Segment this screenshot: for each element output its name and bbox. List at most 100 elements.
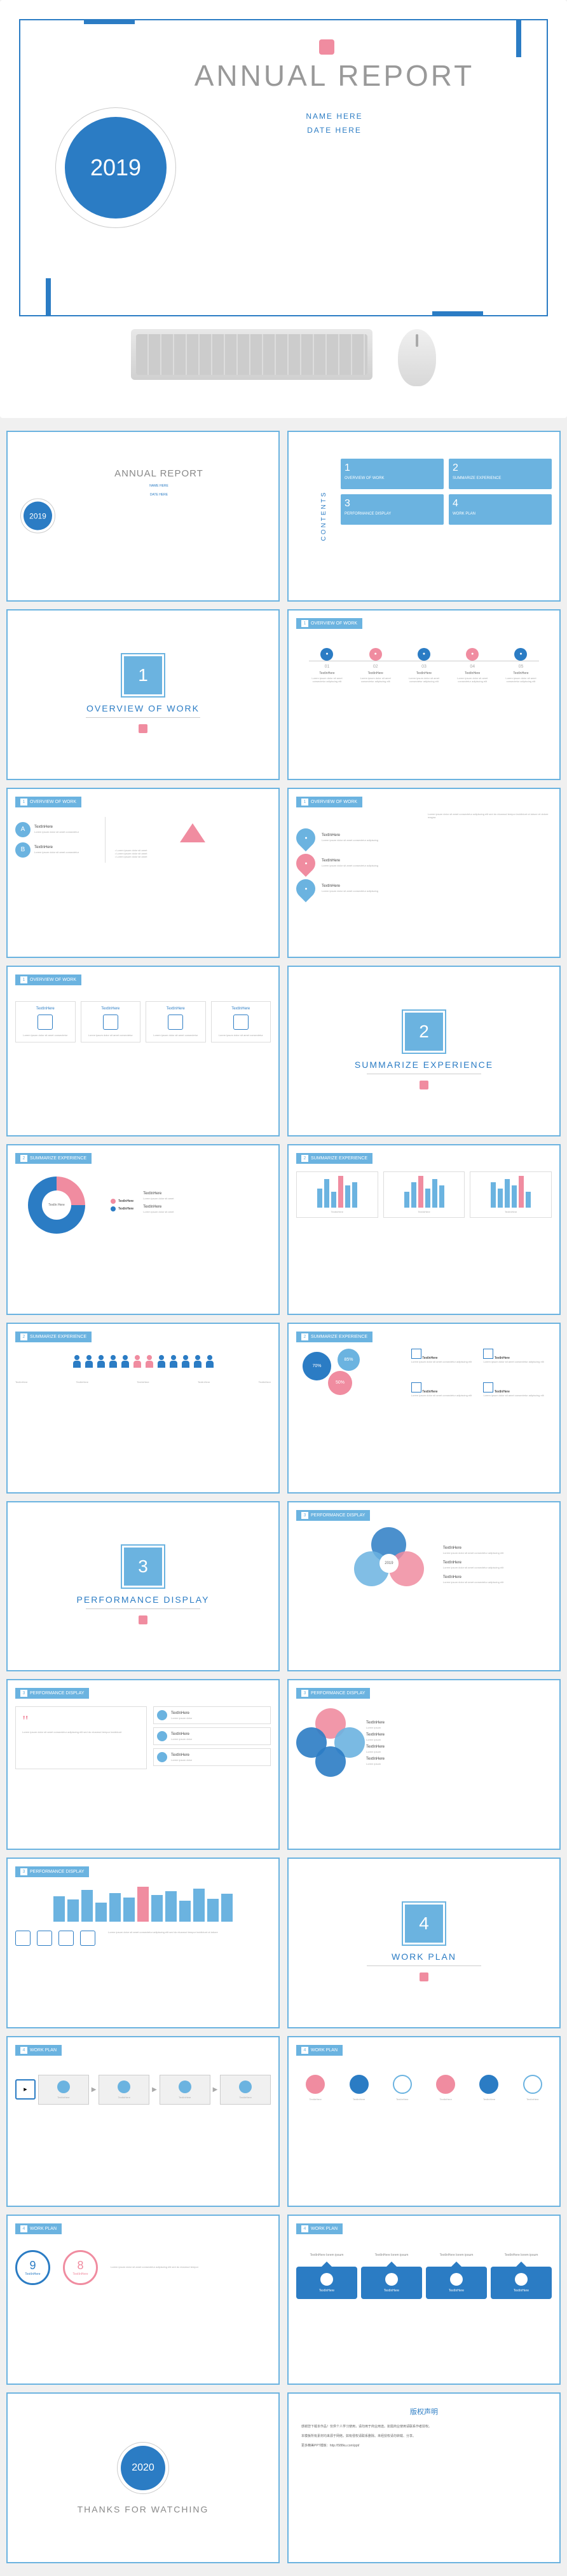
column-icon <box>38 1015 53 1030</box>
slide-header: SUMMARIZE EXPERIENCE <box>15 1153 92 1164</box>
hero-slide: 2019 ANNUAL REPORT NAME HERE DATE HERE <box>19 19 548 316</box>
slide-gears: SUMMARIZE EXPERIENCE 70% 50% 85% TextInH… <box>287 1323 561 1494</box>
quote-item: TextInHereLorem ipsum dolor <box>153 1748 271 1766</box>
slide-header: SUMMARIZE EXPERIENCE <box>15 1332 92 1342</box>
flow-box: TextInHere <box>38 2075 89 2105</box>
circles-desc: Lorem ipsum dolor sit amet consectetur a… <box>111 2265 271 2269</box>
arrow-icon <box>386 2262 397 2267</box>
legend-item: TextInHere <box>111 1206 133 1211</box>
bar <box>439 1185 444 1208</box>
person-icon <box>72 1355 82 1368</box>
wp-box: TextInHere <box>426 2267 487 2299</box>
drop-item: ●TextInHereLorem ipsum dolor sit amet co… <box>296 854 420 873</box>
bar <box>53 1896 65 1922</box>
slide-wpboxes: WORK PLAN TextInHere lorem ipsumTextInHe… <box>287 2215 561 2385</box>
drop-item: ●TextInHereLorem ipsum dolor sit amet co… <box>296 879 420 898</box>
slide-flow: WORK PLAN ▶ TextInHere▶TextInHere▶TextIn… <box>6 2036 280 2207</box>
hero-date: DATE HERE <box>147 126 521 135</box>
timeline-item: ●05TextInHereLorem ipsum dolor sit amet … <box>500 648 542 683</box>
section-title: OVERVIEW OF WORK <box>86 703 200 713</box>
stat-circle: 8TextInHere <box>63 2250 98 2285</box>
flow-box: TextInHere <box>220 2075 271 2105</box>
bar <box>345 1185 350 1208</box>
venn-label: TextInHereLorem ipsum dolor sit amet con… <box>443 1561 503 1569</box>
bar <box>512 1185 517 1208</box>
corner-decoration <box>46 278 51 316</box>
donut-side-item: TextInHereLorem ipsum dolor sit amet <box>143 1205 271 1213</box>
content-box: 4WORK PLAN <box>449 494 552 525</box>
quote-item-icon <box>157 1752 167 1762</box>
hex-icon <box>523 2075 542 2094</box>
hex-icon <box>436 2075 455 2094</box>
wp-box: TextInHere <box>491 2267 552 2299</box>
person-icon <box>132 1355 142 1368</box>
gear-item: TextInHereLorem ipsum dolor sit amet con… <box>411 1349 480 1379</box>
slide-header: WORK PLAN <box>15 2223 62 2234</box>
quote-mark-icon: " <box>22 1713 140 1730</box>
gears-diagram: 70% 50% 85% <box>296 1349 411 1412</box>
bullet-item: • Lorem ipsum dolor sit amet <box>115 855 271 858</box>
quote-text: Lorem ipsum dolor sit amet consectetur a… <box>22 1730 140 1734</box>
person-icon <box>96 1355 106 1368</box>
section-title: WORK PLAN <box>392 1952 456 1962</box>
wp-box: TextInHere <box>361 2267 422 2299</box>
people-label: TextInHere <box>259 1380 271 1384</box>
hex-icon <box>306 2075 325 2094</box>
stat-circle: 9TextInHere <box>15 2250 50 2285</box>
timeline-item: ●03TextInHereLorem ipsum dolor sit amet … <box>403 648 446 683</box>
badge-a: A <box>15 822 31 837</box>
flow-box: TextInHere <box>160 2075 210 2105</box>
gear-item-icon <box>411 1382 421 1393</box>
slide-date: DATE HERE <box>47 493 271 497</box>
person-icon <box>84 1355 94 1368</box>
bar-chart: TextInHere <box>383 1171 465 1218</box>
wp-icon <box>450 2273 463 2286</box>
copyright-title: 版权声明 <box>301 2406 547 2417</box>
hex-item: TextInHere <box>296 2075 334 2101</box>
slide-title-text: ANNUAL REPORT <box>47 468 271 479</box>
quote-box: " Lorem ipsum dolor sit amet consectetur… <box>15 1706 147 1769</box>
gear-item-icon <box>483 1382 493 1393</box>
slide-copyright: 版权声明 感谢您下载本作品！仅供个人学习使用，请勿用于商业用途。如需商业使用请联… <box>287 2392 561 2563</box>
timeline-item: ●04TextInHereLorem ipsum dolor sit amet … <box>451 648 494 683</box>
venn-label: TextInHereLorem ipsum dolor sit amet con… <box>443 1575 503 1584</box>
slide-fourcols: OVERVIEW OF WORK TextInHereLorem ipsum d… <box>6 966 280 1136</box>
slide-people: SUMMARIZE EXPERIENCE TextInHere TextInHer… <box>6 1323 280 1494</box>
feature-icon <box>15 1931 31 1946</box>
flow-icon <box>239 2080 252 2093</box>
corner-decoration <box>432 311 483 316</box>
slide-contents: CONTENTS 1OVERVIEW OF WORK2SUMMARIZE EXP… <box>287 431 561 602</box>
section-number: 3 <box>124 1548 162 1586</box>
wp-label: TextInHere lorem ipsum <box>491 2253 552 2257</box>
flow-icon <box>179 2080 191 2093</box>
venn4-item: TextInHereLorem ipsum <box>366 1745 552 1753</box>
column-icon <box>233 1015 249 1030</box>
slide-section-1: 1 OVERVIEW OF WORK <box>6 609 280 780</box>
wp-icon <box>320 2273 333 2286</box>
person-icon <box>120 1355 130 1368</box>
quote-item-icon <box>157 1731 167 1741</box>
wp-box: TextInHere <box>296 2267 357 2299</box>
final-text: THANKS FOR WATCHING <box>78 2504 209 2514</box>
contents-label: CONTENTS <box>320 491 327 541</box>
bar <box>179 1901 191 1922</box>
hex-item: TextInHere <box>383 2075 421 2101</box>
venn4-item: TextInHereLorem ipsum <box>366 1757 552 1765</box>
people-label: TextInHere <box>15 1380 27 1384</box>
column-item: TextInHereLorem ipsum dolor sit amet con… <box>211 1001 271 1042</box>
gear-icon: 50% <box>328 1371 352 1395</box>
venn4-item: TextInHereLorem ipsum <box>366 1721 552 1729</box>
person-icon <box>156 1355 167 1368</box>
quote-item: TextInHereLorem ipsum dolor <box>153 1706 271 1724</box>
timeline-icon: ● <box>466 648 479 661</box>
year-circle: 2020 <box>121 2446 165 2490</box>
flow-start-icon: ▶ <box>15 2079 36 2100</box>
bar <box>352 1182 357 1208</box>
slide-header: OVERVIEW OF WORK <box>296 797 362 807</box>
bar <box>338 1176 343 1208</box>
bar <box>109 1893 121 1922</box>
person-icon <box>168 1355 179 1368</box>
hex-item: TextInHere <box>427 2075 465 2101</box>
bar <box>221 1894 233 1922</box>
copyright-line: 更多精美PPT模板：http://588ku.com/ppt/ <box>301 2443 547 2449</box>
